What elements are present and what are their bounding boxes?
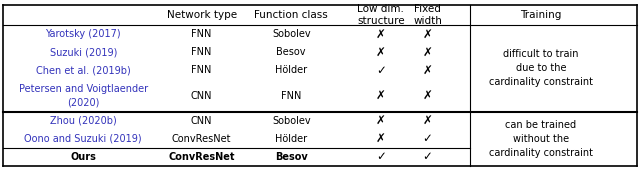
Text: Hölder: Hölder — [275, 65, 307, 75]
Text: Ours: Ours — [70, 152, 96, 162]
Text: Yarotsky (2017): Yarotsky (2017) — [45, 29, 121, 39]
Text: Function class: Function class — [254, 10, 328, 20]
Text: Chen et al. (2019b): Chen et al. (2019b) — [36, 65, 131, 75]
Text: ✓: ✓ — [376, 150, 386, 163]
Text: Besov: Besov — [276, 47, 306, 57]
Text: ✗: ✗ — [376, 46, 386, 59]
Text: ConvResNet: ConvResNet — [172, 134, 232, 144]
Text: ✗: ✗ — [422, 114, 433, 127]
Text: FNN: FNN — [191, 29, 212, 39]
Text: Zhou (2020b): Zhou (2020b) — [50, 116, 116, 126]
Text: ✗: ✗ — [376, 114, 386, 127]
Text: Oono and Suzuki (2019): Oono and Suzuki (2019) — [24, 134, 142, 144]
Text: ✗: ✗ — [422, 64, 433, 77]
Text: ✗: ✗ — [376, 132, 386, 145]
Text: ✗: ✗ — [422, 28, 433, 41]
Text: Sobolev: Sobolev — [272, 116, 310, 126]
Text: FNN: FNN — [281, 91, 301, 101]
Text: difficult to train
due to the
cardinality constraint: difficult to train due to the cardinalit… — [489, 49, 593, 87]
Text: FNN: FNN — [191, 65, 212, 75]
Text: ConvResNet: ConvResNet — [168, 152, 235, 162]
Text: can be trained
without the
cardinality constraint: can be trained without the cardinality c… — [489, 120, 593, 158]
Text: Hölder: Hölder — [275, 134, 307, 144]
Text: CNN: CNN — [191, 116, 212, 126]
Text: ✓: ✓ — [422, 132, 433, 145]
Text: ✗: ✗ — [422, 46, 433, 59]
Text: ✗: ✗ — [376, 89, 386, 102]
Text: CNN: CNN — [191, 91, 212, 101]
Text: Besov: Besov — [275, 152, 308, 162]
Text: ✓: ✓ — [376, 64, 386, 77]
Text: Petersen and Voigtlaender
(2020): Petersen and Voigtlaender (2020) — [19, 84, 148, 107]
Text: ✗: ✗ — [422, 89, 433, 102]
Text: Training: Training — [520, 10, 561, 20]
Text: ✓: ✓ — [422, 150, 433, 163]
Text: FNN: FNN — [191, 47, 212, 57]
Text: ✗: ✗ — [376, 28, 386, 41]
Text: Sobolev: Sobolev — [272, 29, 310, 39]
Text: Low dim.
structure: Low dim. structure — [357, 4, 404, 26]
Text: Network type: Network type — [166, 10, 237, 20]
Text: Suzuki (2019): Suzuki (2019) — [49, 47, 117, 57]
Text: Fixed
width: Fixed width — [413, 4, 442, 26]
